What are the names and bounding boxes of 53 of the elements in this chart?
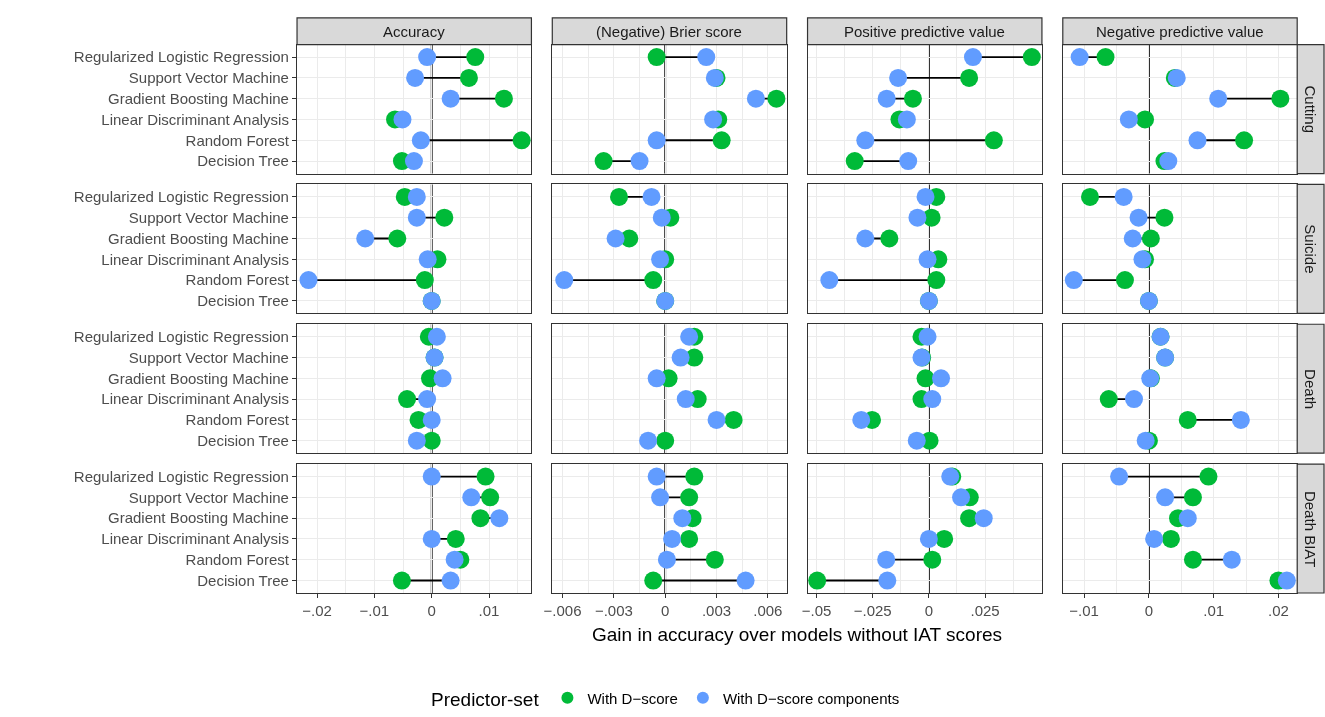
chart-title: Positive predictive value [844,23,1005,40]
y-tick-label: Support Vector Machine [128,69,289,87]
y-tick-label: Random Forest [185,550,290,568]
y-tick-label: Regularized Logistic Regression [73,467,289,485]
text: Cutting [1301,85,1319,134]
y-tick-label: Regularized Logistic Regression [73,327,289,345]
chart-title: Negative predictive value [1096,23,1264,40]
x-tick-label: .006 [753,602,783,620]
x-tick-label: 0 [1144,602,1154,620]
x-tick-label: −.025 [853,602,892,620]
y-tick-label: Support Vector Machine [128,348,289,366]
x-tick-label: 0 [427,602,436,620]
x-tick-label: −.01 [359,602,390,620]
x-tick-label: −.006 [543,602,582,620]
x-tick-label: .02 [1267,602,1289,620]
legend-title: Predictor-set [431,689,540,711]
y-tick-label: Decision Tree [197,571,289,589]
x-tick-label: .003 [701,602,732,620]
y-tick-label: Random Forest [185,131,290,149]
y-tick-label: Gradient Boosting Machine [107,89,289,107]
text: Suicide [1302,224,1320,274]
x-tick-label: .025 [970,602,1000,620]
chart-title: Accuracy [383,23,446,40]
x-tick-label: 0 [924,602,934,620]
chart-title: (Negative) Brier score [596,23,742,40]
y-tick-label: Linear Discriminant Analysis [101,250,289,268]
y-tick-label: Gradient Boosting Machine [107,369,289,387]
y-tick-label: Linear Discriminant Analysis [101,390,289,408]
y-tick-label: Linear Discriminant Analysis [101,110,289,128]
text: Death BIAT [1302,490,1320,568]
y-tick-label: Support Vector Machine [128,488,289,506]
y-tick-label: Linear Discriminant Analysis [101,530,289,548]
x-axis-title: Gain in accuracy over models without IAT scores [592,624,1003,645]
y-tick-label: Gradient Boosting Machine [107,509,289,527]
x-tick-label: .01 [1203,602,1225,620]
y-tick-label: Decision Tree [197,292,289,310]
x-tick-label: −.02 [302,602,332,620]
x-tick-label: −.003 [594,602,633,620]
legend-label: With D−score [587,689,678,707]
y-tick-label: Decision Tree [197,152,289,170]
y-tick-label: Gradient Boosting Machine [107,229,289,247]
y-tick-label: Regularized Logistic Regression [73,48,289,66]
x-tick-label: −.05 [801,602,832,620]
x-tick-label: 0 [661,602,670,620]
y-tick-label: Support Vector Machine [128,208,289,226]
legend-label: With D−score components [722,689,900,707]
y-tick-label: Random Forest [185,411,290,429]
y-tick-label: Decision Tree [197,431,289,449]
y-tick-label: Random Forest [185,271,290,289]
y-tick-label: Regularized Logistic Regression [73,188,289,206]
text: Death [1302,369,1320,410]
x-tick-label: .01 [478,602,500,620]
x-tick-label: −.01 [1069,602,1099,620]
